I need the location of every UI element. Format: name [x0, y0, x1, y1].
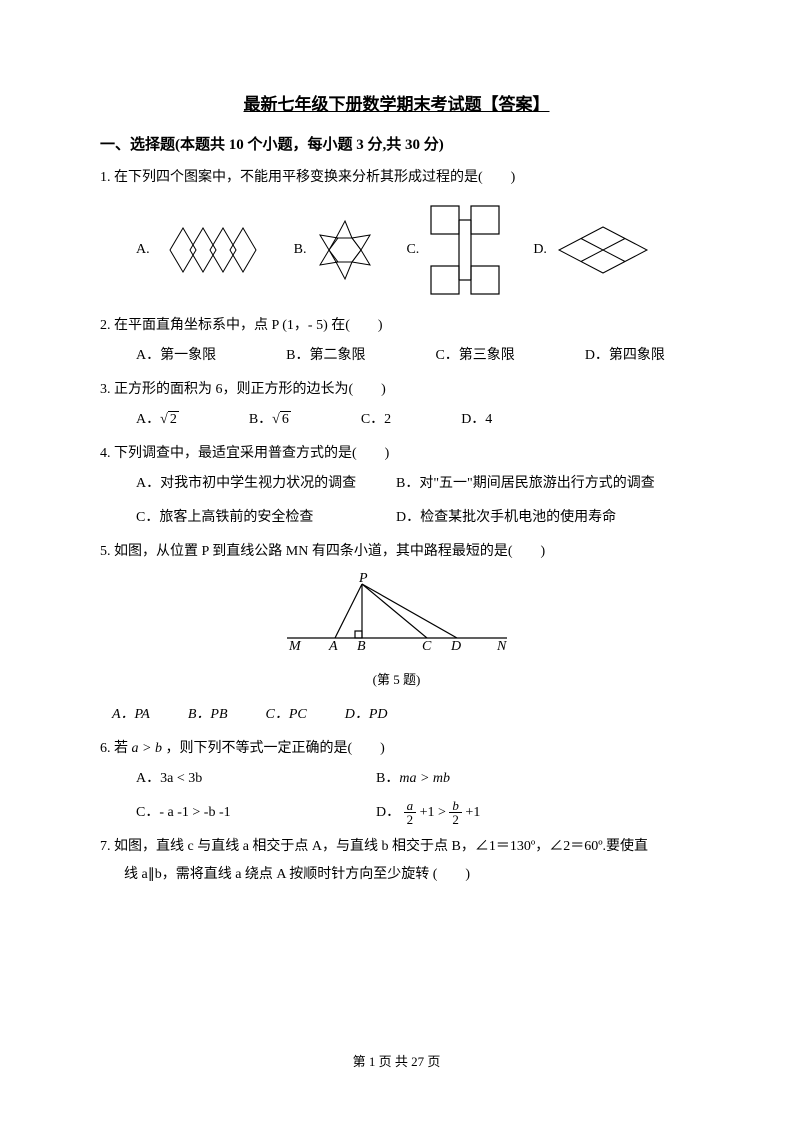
q5-figure: P M A B C D N: [100, 572, 693, 661]
q5-opt-c: C．PC: [266, 701, 307, 729]
svg-text:C: C: [422, 639, 432, 650]
q2-text: 2. 在平面直角坐标系中，点 P (1，- 5) 在( ): [100, 312, 693, 340]
q1-opt-a-label: A.: [136, 236, 150, 264]
q6-text: 6. 若 a > b ，则下列不等式一定正确的是( ): [100, 735, 693, 763]
question-2: 2. 在平面直角坐标系中，点 P (1，- 5) 在( ) A．第一象限 B．第…: [100, 312, 693, 370]
q2-options: A．第一象限 B．第二象限 C．第三象限 D．第四象限: [100, 342, 693, 370]
q4-opt-b: B．对"五一"期间居民旅游出行方式的调查: [396, 470, 656, 498]
svg-text:D: D: [450, 639, 461, 650]
q2-opt-c: C．第三象限: [435, 342, 514, 370]
q6-options-row1: A．3a < 3b B．ma > mb: [100, 765, 693, 793]
q5-diagram-icon: P M A B C D N: [267, 572, 527, 650]
q4-opt-c: C．旅客上高铁前的安全检查: [136, 504, 396, 532]
q1-opt-c-label: C.: [406, 236, 419, 264]
q1-opt-d-label: D.: [533, 236, 547, 264]
question-1: 1. 在下列四个图案中，不能用平移变换来分析其形成过程的是( ) A. B.: [100, 164, 693, 300]
q2-opt-b: B．第二象限: [286, 342, 365, 370]
q3-opt-a: A．√2: [136, 406, 179, 434]
diamond-grid-icon: [553, 223, 653, 277]
q5-opt-a: A．PA: [112, 701, 150, 729]
q3-opt-d: D．4: [461, 406, 492, 434]
question-3: 3. 正方形的面积为 6，则正方形的边长为( ) A．√2 B．√6 C．2 D…: [100, 376, 693, 434]
q6-opt-d: D． a2 +1 > b2 +1: [376, 799, 616, 827]
q3-opt-c: C．2: [361, 406, 391, 434]
page-title: 最新七年级下册数学期末考试题【答案】: [100, 90, 693, 115]
q4-opt-a: A．对我市初中学生视力状况的调查: [136, 470, 396, 498]
q1-text: 1. 在下列四个图案中，不能用平移变换来分析其形成过程的是( ): [100, 164, 693, 192]
q3-text: 3. 正方形的面积为 6，则正方形的边长为( ): [100, 376, 693, 404]
squares-icon: [425, 200, 505, 300]
q5-options: A．PA B．PB C．PC D．PD: [100, 701, 693, 729]
q4-text: 4. 下列调查中，最适宜采用普查方式的是( ): [100, 440, 693, 468]
star-hex-icon: [312, 217, 378, 283]
q6-opt-a: A．3a < 3b: [136, 765, 376, 793]
question-5: 5. 如图，从位置 P 到直线公路 MN 有四条小道，其中路程最短的是( ) P…: [100, 538, 693, 729]
question-4: 4. 下列调查中，最适宜采用普查方式的是( ) A．对我市初中学生视力状况的调查…: [100, 440, 693, 532]
svg-text:A: A: [328, 639, 338, 650]
q4-options-row2: C．旅客上高铁前的安全检查 D．检查某批次手机电池的使用寿命: [100, 504, 693, 532]
q6-opt-c: C．- a -1 > -b -1: [136, 799, 376, 827]
q6-options-row2: C．- a -1 > -b -1 D． a2 +1 > b2 +1: [100, 799, 693, 827]
q4-options-row1: A．对我市初中学生视力状况的调查 B．对"五一"期间居民旅游出行方式的调查: [100, 470, 693, 498]
svg-text:B: B: [357, 639, 366, 650]
question-7: 7. 如图，直线 c 与直线 a 相交于点 A，与直线 b 相交于点 B，∠1＝…: [100, 833, 693, 889]
q6-opt-b: B．ma > mb: [376, 765, 616, 793]
q3-options: A．√2 B．√6 C．2 D．4: [100, 406, 693, 434]
q7-line2: 线 a∥b，需将直线 a 绕点 A 按顺时针方向至少旋转 ( ): [100, 861, 693, 889]
svg-text:M: M: [288, 639, 302, 650]
q5-opt-b: B．PB: [188, 701, 228, 729]
q5-caption: (第 5 题): [100, 667, 693, 693]
q1-options: A. B.: [100, 200, 693, 300]
page-footer: 第 1 页 共 27 页: [0, 1051, 793, 1070]
q5-text: 5. 如图，从位置 P 到直线公路 MN 有四条小道，其中路程最短的是( ): [100, 538, 693, 566]
svg-text:P: P: [358, 572, 368, 586]
question-6: 6. 若 a > b ，则下列不等式一定正确的是( ) A．3a < 3b B．…: [100, 735, 693, 827]
q7-line1: 7. 如图，直线 c 与直线 a 相交于点 A，与直线 b 相交于点 B，∠1＝…: [100, 833, 693, 861]
diamond-row-icon: [156, 224, 266, 276]
section-header: 一、选择题(本题共 10 个小题，每小题 3 分,共 30 分): [100, 133, 693, 154]
q1-opt-b-label: B.: [294, 236, 307, 264]
svg-text:N: N: [496, 639, 507, 650]
q3-opt-b: B．√6: [249, 406, 291, 434]
q4-opt-d: D．检查某批次手机电池的使用寿命: [396, 504, 656, 532]
q5-opt-d: D．PD: [345, 701, 388, 729]
q2-opt-a: A．第一象限: [136, 342, 216, 370]
q2-opt-d: D．第四象限: [585, 342, 665, 370]
